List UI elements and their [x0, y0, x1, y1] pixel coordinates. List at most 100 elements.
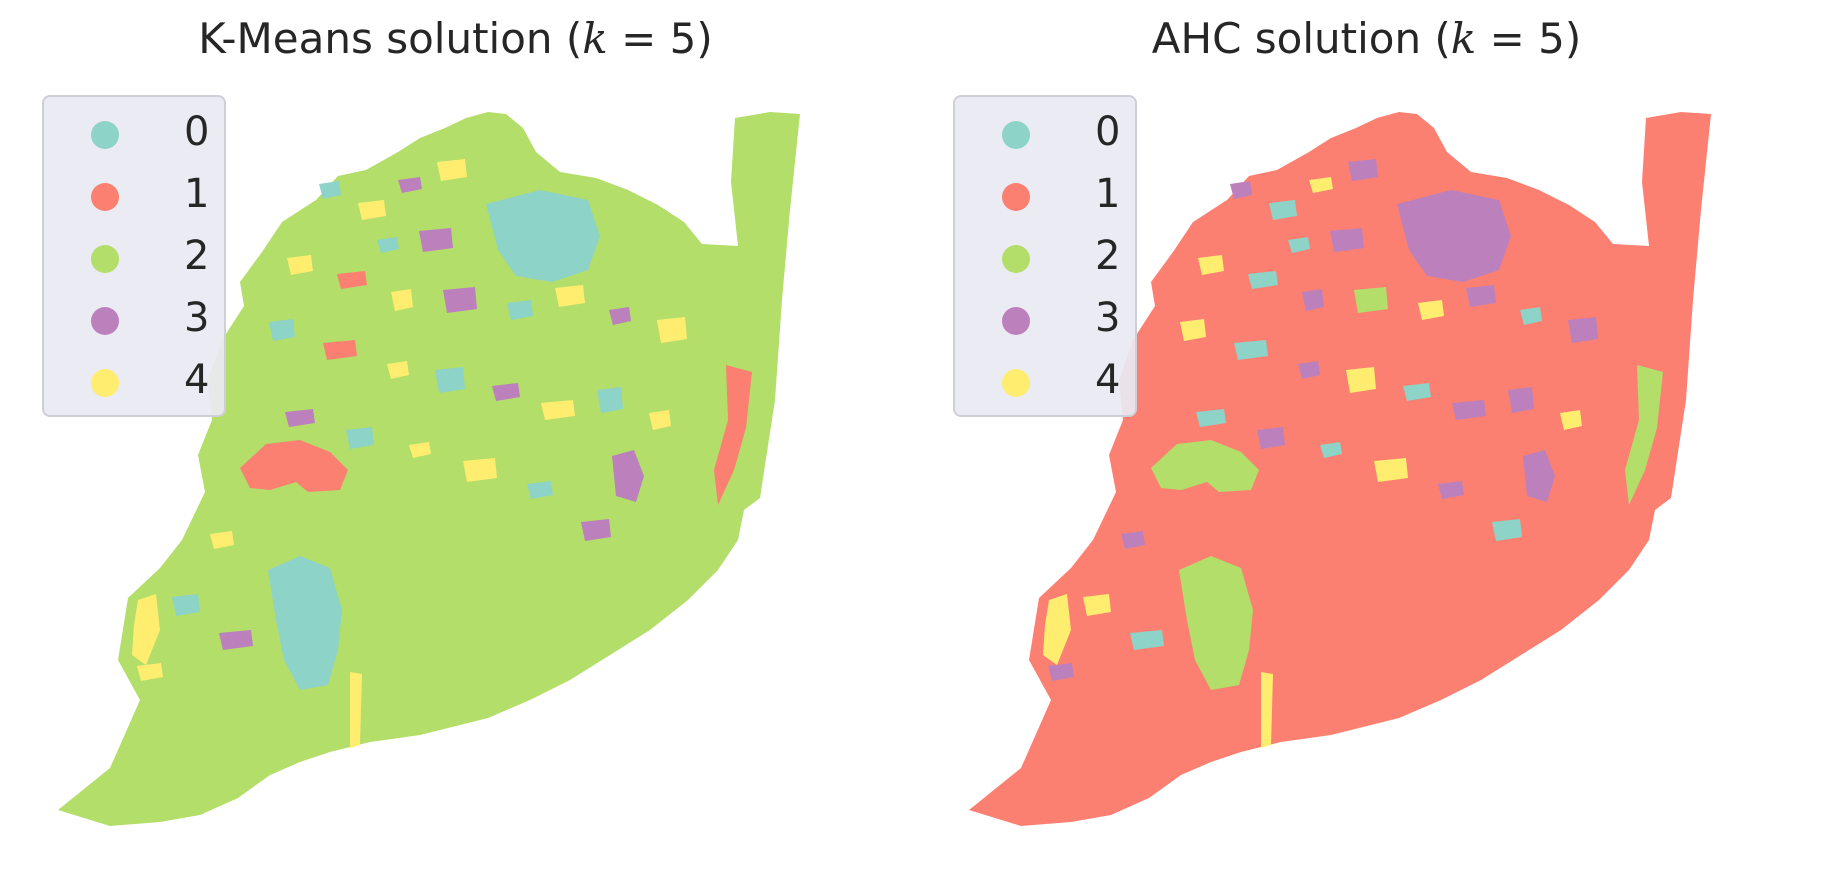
- cluster-patch: [1257, 427, 1285, 449]
- legend-marker-1: [1002, 183, 1030, 211]
- cluster-patch: [419, 228, 453, 252]
- cluster-patch: [507, 300, 533, 320]
- cluster-patch: [435, 367, 465, 393]
- cluster-region: [714, 365, 752, 505]
- cluster-patch: [287, 255, 313, 275]
- cluster-patch: [1198, 255, 1224, 275]
- cluster-patch: [398, 177, 422, 193]
- cluster-region: [1151, 440, 1259, 492]
- cluster-patch: [346, 427, 374, 449]
- cluster-patch: [323, 340, 357, 360]
- legend-label-1: 1: [184, 171, 210, 217]
- kmeans-title-prefix: K-Means solution (: [198, 14, 583, 63]
- ahc-panel: AHC solution (k = 5) 0 1 2 3 4: [911, 0, 1822, 874]
- cluster-patch: [1452, 400, 1486, 420]
- cluster-patch: [1230, 181, 1252, 199]
- cluster-region: [240, 440, 348, 492]
- legend-item-0: 0: [955, 103, 1139, 163]
- legend-label-1: 1: [1095, 171, 1121, 217]
- cluster-patch: [581, 519, 611, 541]
- cluster-patch: [1288, 237, 1310, 253]
- ahc-title: AHC solution (k = 5): [911, 14, 1822, 63]
- cluster-patch: [555, 285, 585, 307]
- legend-marker-3: [1002, 307, 1030, 335]
- ahc-title-prefix: AHC solution (: [1151, 14, 1451, 63]
- legend-item-0: 0: [44, 103, 228, 163]
- cluster-patch: [1248, 271, 1278, 289]
- cluster-patch: [1196, 409, 1226, 427]
- legend-item-1: 1: [955, 165, 1139, 225]
- legend-marker-4: [1002, 369, 1030, 397]
- legend-item-2: 2: [44, 227, 228, 287]
- legend-label-3: 3: [184, 295, 210, 341]
- kmeans-map: [58, 112, 800, 826]
- cluster-patch: [391, 289, 413, 311]
- cluster-patch: [1302, 289, 1324, 311]
- cluster-patch: [137, 663, 163, 681]
- legend-item-3: 3: [44, 289, 228, 349]
- cluster-patch: [657, 317, 687, 343]
- cluster-patch: [1374, 458, 1408, 482]
- cluster-patch: [597, 387, 623, 413]
- cluster-patch: [492, 383, 520, 401]
- cluster-patch: [337, 271, 367, 289]
- legend-label-2: 2: [1095, 233, 1121, 279]
- ahc-title-var: k: [1450, 14, 1477, 63]
- cluster-patch: [1269, 200, 1297, 220]
- ahc-title-suffix: = 5): [1476, 14, 1582, 63]
- cluster-patch: [1354, 287, 1388, 313]
- cluster-region: [486, 190, 600, 282]
- ahc-legend: 0 1 2 3 4: [953, 95, 1137, 417]
- cluster-patch: [1234, 340, 1268, 360]
- cluster-patch: [172, 594, 200, 616]
- legend-marker-2: [91, 245, 119, 273]
- cluster-patch: [1438, 481, 1464, 499]
- cluster-region: [350, 672, 362, 748]
- cluster-patch: [1520, 307, 1542, 325]
- legend-item-3: 3: [955, 289, 1139, 349]
- cluster-patch: [1403, 383, 1431, 401]
- kmeans-title: K-Means solution (k = 5): [0, 14, 911, 63]
- legend-marker-0: [1002, 121, 1030, 149]
- cluster-patch: [1320, 442, 1342, 458]
- cluster-patch: [1083, 594, 1111, 616]
- cluster-region: [132, 594, 160, 665]
- city-outline: [969, 112, 1711, 826]
- kmeans-panel: K-Means solution (k = 5) 0 1 2 3 4: [0, 0, 911, 874]
- cluster-patch: [541, 400, 575, 420]
- cluster-patch: [1466, 285, 1496, 307]
- legend-marker-1: [91, 183, 119, 211]
- city-outline: [58, 112, 800, 826]
- cluster-region: [1179, 556, 1253, 690]
- cluster-region: [1625, 365, 1663, 505]
- cluster-patch: [319, 181, 341, 199]
- cluster-patch: [527, 481, 553, 499]
- cluster-patch: [463, 458, 497, 482]
- cluster-patch: [358, 200, 386, 220]
- cluster-patch: [1121, 531, 1145, 549]
- cluster-region: [1043, 594, 1071, 665]
- cluster-patch: [1568, 317, 1598, 343]
- cluster-patch: [1048, 663, 1074, 681]
- cluster-patch: [1560, 410, 1582, 430]
- legend-item-2: 2: [955, 227, 1139, 287]
- cluster-patch: [285, 409, 315, 427]
- cluster-patch: [1298, 361, 1320, 379]
- legend-item-4: 4: [44, 351, 228, 411]
- legend-label-2: 2: [184, 233, 210, 279]
- legend-item-4: 4: [955, 351, 1139, 411]
- legend-label-4: 4: [184, 357, 210, 403]
- cluster-patch: [387, 361, 409, 379]
- cluster-patch: [649, 410, 671, 430]
- cluster-region: [1261, 672, 1273, 748]
- kmeans-title-suffix: = 5): [607, 14, 713, 63]
- legend-label-0: 0: [1095, 109, 1121, 155]
- legend-marker-4: [91, 369, 119, 397]
- cluster-patch: [219, 630, 253, 650]
- cluster-patch: [1180, 319, 1206, 341]
- cluster-patch: [409, 442, 431, 458]
- cluster-region: [612, 450, 644, 502]
- cluster-patch: [1508, 387, 1534, 413]
- cluster-region: [1523, 450, 1555, 502]
- kmeans-legend: 0 1 2 3 4: [42, 95, 226, 417]
